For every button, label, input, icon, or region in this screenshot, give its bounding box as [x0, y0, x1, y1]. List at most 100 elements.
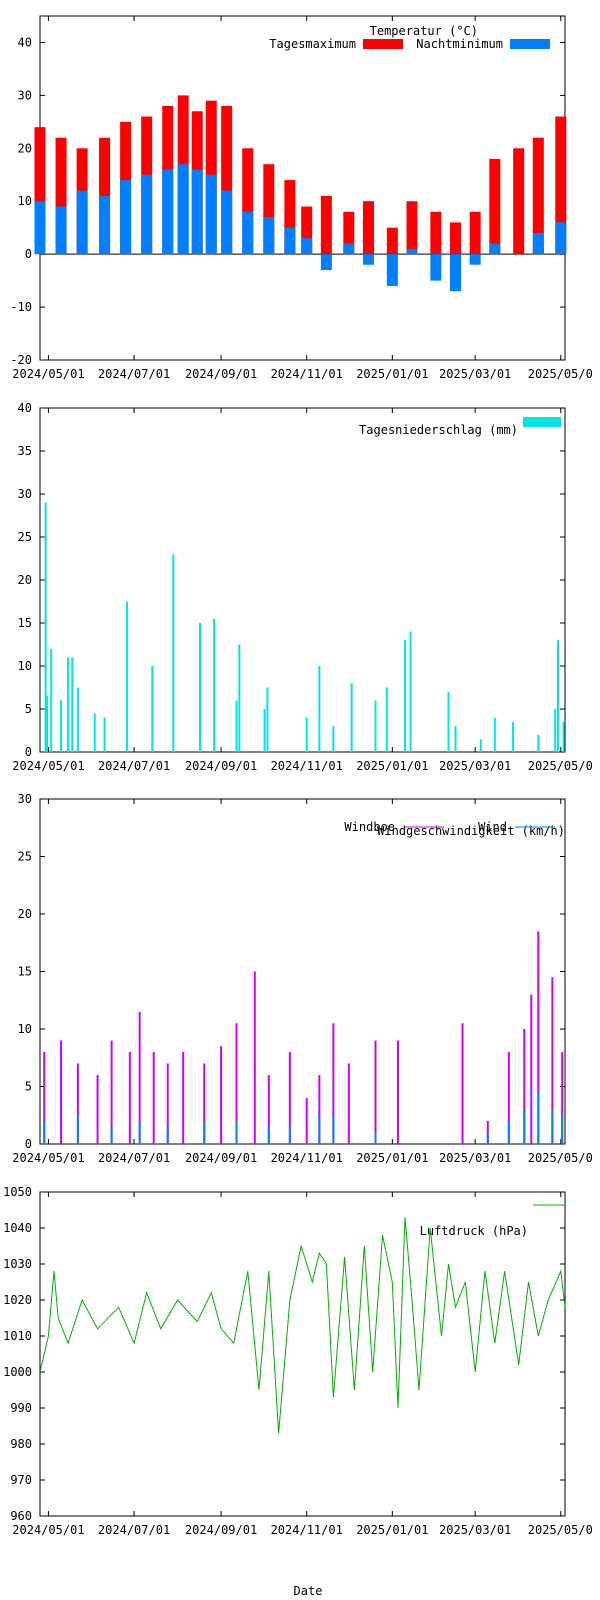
- bar-windboe: [507, 1052, 510, 1144]
- bar-nachtminimum: [430, 254, 442, 281]
- bar-nachtminimum: [362, 254, 374, 265]
- y-tick-label: 15: [18, 965, 32, 979]
- bar-tagesniederschlag-mm-: [213, 618, 216, 752]
- bar-wind: [332, 1115, 335, 1144]
- y-tick-label: 15: [18, 616, 32, 630]
- bar-wind: [288, 1126, 291, 1144]
- legend-swatch-precipitation: [523, 417, 561, 427]
- bar-windboe: [76, 1063, 79, 1144]
- x-tick-label: 2024/05/01: [12, 1151, 84, 1165]
- x-tick-label: 2024/07/01: [98, 367, 170, 381]
- bar-tagesniederschlag-mm-: [263, 709, 266, 752]
- bar-nachtminimum: [532, 232, 544, 255]
- x-tick-label: 2024/05/01: [12, 1523, 84, 1537]
- y-tick-label: 980: [10, 1437, 32, 1451]
- bar-tagesniederschlag-mm-: [350, 683, 353, 752]
- bar-tagesniederschlag-mm-: [60, 700, 63, 752]
- x-tick-label: 2025/05/0: [528, 367, 593, 381]
- bar-tagesmaximum: [362, 201, 374, 255]
- legend-swatch-tagesmaximum: [363, 39, 403, 49]
- y-tick-label: 35: [18, 444, 32, 458]
- x-tick-label: 2024/11/01: [271, 367, 343, 381]
- bar-nachtminimum: [55, 206, 67, 255]
- bar-windboe: [152, 1052, 155, 1144]
- x-tick-label: 2025/01/01: [356, 1523, 428, 1537]
- bar-windboe: [235, 1023, 238, 1144]
- y-tick-label: 0: [25, 745, 32, 759]
- bar-tagesniederschlag-mm-: [199, 623, 202, 752]
- bar-tagesniederschlag-mm-: [103, 717, 106, 752]
- y-tick-label: 1000: [3, 1365, 32, 1379]
- y-tick-label: 1050: [3, 1185, 32, 1199]
- bar-tagesmaximum: [242, 148, 254, 255]
- bar-tagesniederschlag-mm-: [67, 657, 70, 752]
- bar-tagesmaximum: [489, 158, 501, 255]
- bar-tagesmaximum: [406, 201, 418, 255]
- bar-wind: [523, 1109, 526, 1144]
- bar-nachtminimum: [120, 180, 132, 255]
- bar-tagesniederschlag-mm-: [44, 502, 47, 752]
- bar-tagesniederschlag-mm-: [126, 601, 129, 752]
- bar-nachtminimum: [76, 190, 88, 255]
- bar-tagesmaximum: [221, 105, 233, 255]
- y-tick-label: -10: [10, 300, 32, 314]
- bar-wind: [507, 1121, 510, 1144]
- precipitation-legend-label: Tagesniederschlag (mm): [359, 423, 518, 437]
- y-tick-label: 30: [18, 88, 32, 102]
- y-tick-label: 970: [10, 1473, 32, 1487]
- plot-frame: [39, 15, 566, 361]
- bar-windboe: [551, 977, 554, 1144]
- bar-windboe: [396, 1040, 399, 1144]
- bar-wind: [267, 1126, 270, 1144]
- bar-windboe: [128, 1052, 131, 1144]
- bar-tagesmaximum: [450, 222, 462, 255]
- x-tick-label: 2024/09/01: [185, 1523, 257, 1537]
- legend-label-wind: Wind: [478, 820, 507, 834]
- y-tick-label: 20: [18, 573, 32, 587]
- bar-tagesniederschlag-mm-: [266, 687, 269, 752]
- x-tick-label: 2025/03/01: [439, 367, 511, 381]
- x-tick-label: 2025/03/01: [439, 759, 511, 773]
- bar-tagesmaximum: [469, 211, 481, 255]
- bar-tagesmaximum: [386, 227, 398, 255]
- x-tick-label: 2025/05/0: [528, 1523, 593, 1537]
- x-tick-label: 2024/11/01: [271, 759, 343, 773]
- y-tick-label: 1020: [3, 1293, 32, 1307]
- bar-wind: [486, 1132, 489, 1144]
- bar-nachtminimum: [469, 254, 481, 265]
- bar-tagesniederschlag-mm-: [403, 640, 406, 752]
- bar-tagesniederschlag-mm-: [71, 657, 74, 752]
- pressure-line: [39, 1217, 566, 1434]
- bar-windboe: [523, 1029, 526, 1144]
- bar-nachtminimum: [301, 238, 313, 255]
- bar-windboe: [203, 1063, 206, 1144]
- legend-label-windboe: Windboe: [344, 820, 395, 834]
- bar-nachtminimum: [141, 174, 153, 255]
- bar-tagesniederschlag-mm-: [479, 739, 482, 752]
- bar-tagesniederschlag-mm-: [512, 721, 515, 752]
- x-tick-label: 2025/01/01: [356, 1151, 428, 1165]
- bar-tagesniederschlag-mm-: [493, 717, 496, 752]
- bar-tagesniederschlag-mm-: [537, 734, 540, 752]
- bar-wind: [203, 1121, 206, 1144]
- bar-tagesniederschlag-mm-: [556, 640, 559, 752]
- bar-wind: [76, 1115, 79, 1144]
- y-tick-label: 960: [10, 1509, 32, 1523]
- bar-windboe: [347, 1063, 350, 1144]
- bar-nachtminimum: [242, 211, 254, 255]
- bar-tagesniederschlag-mm-: [151, 666, 154, 752]
- bar-windboe: [461, 1023, 464, 1144]
- y-tick-label: 10: [18, 194, 32, 208]
- bar-wind: [318, 1115, 321, 1144]
- bar-windboe: [96, 1075, 99, 1144]
- y-tick-label: 25: [18, 850, 32, 864]
- bar-nachtminimum: [343, 243, 355, 255]
- bar-windboe: [253, 971, 256, 1144]
- x-tick-label: 2024/11/01: [271, 1523, 343, 1537]
- precipitation-chart: Tagesniederschlag (mm) 0 5 10 15 20 25 30 35 40 2…: [12, 401, 593, 773]
- bar-tagesmaximum: [532, 137, 544, 255]
- bar-windboe: [267, 1075, 270, 1144]
- y-tick-label: 5: [25, 1080, 32, 1094]
- bar-tagesmaximum: [301, 206, 313, 255]
